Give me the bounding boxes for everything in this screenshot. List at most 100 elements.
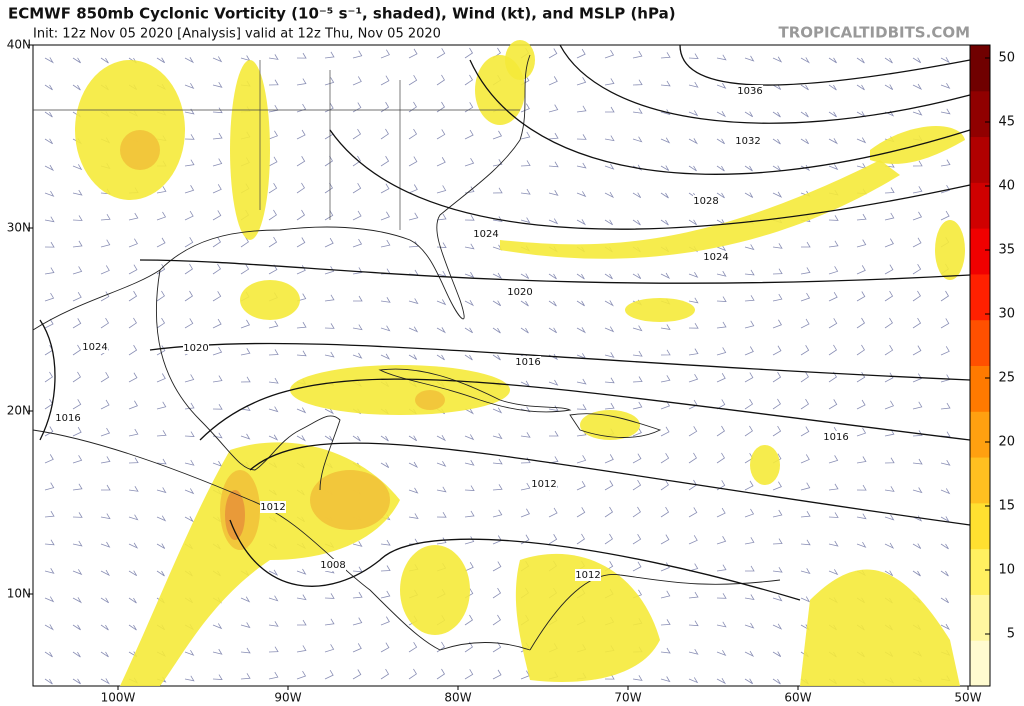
colorbar-swatch [970,502,990,550]
wind-barb [324,155,334,167]
wind-barb [632,108,643,114]
wind-barb [156,373,166,383]
wind-barb [772,651,782,657]
wind-barb [520,534,530,545]
wind-barb [632,561,642,572]
wind-barb [44,539,55,546]
wind-barb [100,597,109,604]
lat-label: 40N [7,38,31,52]
lon-label: 50W [954,691,981,705]
wind-barb [940,290,950,302]
wind-barb [688,138,698,145]
map-title: ECMWF 850mb Cyclonic Vorticity (10⁻⁵ s⁻¹… [8,5,676,23]
isobar-label-bg [320,559,346,571]
wind-barb [604,352,615,358]
wind-barb [940,159,951,167]
wind-barb [464,47,474,59]
wind-barb [716,425,726,437]
wind-barb [100,541,111,548]
isobar-label-bg [515,356,541,368]
wind-barb [268,569,279,576]
wind-barb [464,354,473,361]
wind-barb [436,537,447,545]
wind-barb [184,488,195,495]
wind-barb [212,210,222,221]
isobar-label-bg [575,569,601,581]
wind-barb [352,210,362,221]
wind-barb [380,49,390,59]
wind-barb [240,622,251,629]
wind-barb [436,668,446,680]
wind-barb [940,56,951,64]
wind-barb [268,646,279,653]
isobar-label: 1032 [735,136,760,147]
wind-barb [72,266,83,275]
wind-barb [492,216,503,222]
wind-barb [184,159,195,167]
wind-barb [436,486,447,493]
wind-barb [436,299,447,306]
colorbar-swatch [970,594,990,641]
wind-barb [184,185,195,194]
wind-barb [772,268,783,275]
wind-barb [324,618,335,626]
wind-barb [324,294,335,302]
wind-barb [576,300,585,307]
wind-barb [604,191,615,199]
wind-barb [940,488,951,495]
wind-barb [716,399,726,410]
colorbar-label: 40 [998,179,1015,194]
wind-barb [660,619,671,626]
wind-barb [800,164,811,172]
wind-barb [464,485,475,492]
wind-barb [240,596,251,603]
wind-barb [716,593,727,599]
wind-barb [716,82,727,89]
wind-barb [492,433,503,440]
wind-barb [380,75,390,86]
wind-barb [828,291,838,302]
wind-barb [156,401,167,410]
wind-barb [884,514,895,521]
wind-barb [576,191,587,198]
isobar-label: 1008 [320,560,345,571]
wind-barb [156,345,166,356]
wind-barb [828,455,839,464]
wind-barb [100,513,111,520]
wind-barb [380,668,390,680]
wind-barb [44,318,54,329]
wind-barb [212,375,223,383]
isobar-label-bg [473,228,499,240]
wind-barb [716,564,727,572]
wind-barb [604,377,615,384]
wind-barb [436,48,446,59]
wind-barb [828,318,838,329]
isobar-label: 1028 [693,196,718,207]
wind-barb [856,399,866,410]
wind-barb [44,510,55,518]
wind-barb [268,156,278,167]
wind-barb [72,569,83,576]
wind-barb [716,678,727,685]
wind-barb [884,400,895,410]
wind-barb [44,111,53,118]
colorbar-label: 20 [998,435,1015,450]
wind-barb [352,102,362,113]
wind-barb [912,543,922,549]
wind-barb [128,514,139,521]
wind-barb [744,622,755,629]
wind-barb [688,648,699,655]
wind-barb [548,327,557,334]
wind-barb [772,111,781,118]
wind-barb [884,212,895,221]
wind-barb [464,243,475,250]
wind-barb [828,266,839,275]
wind-barb [884,570,894,577]
credit: TROPICALTIDBITS.COM [779,24,971,42]
wind-barb [72,318,82,329]
wind-barb [604,135,615,142]
wind-barb [800,568,811,574]
wind-barb [212,318,222,329]
wind-barb [436,185,447,194]
wind-barb [72,189,83,196]
